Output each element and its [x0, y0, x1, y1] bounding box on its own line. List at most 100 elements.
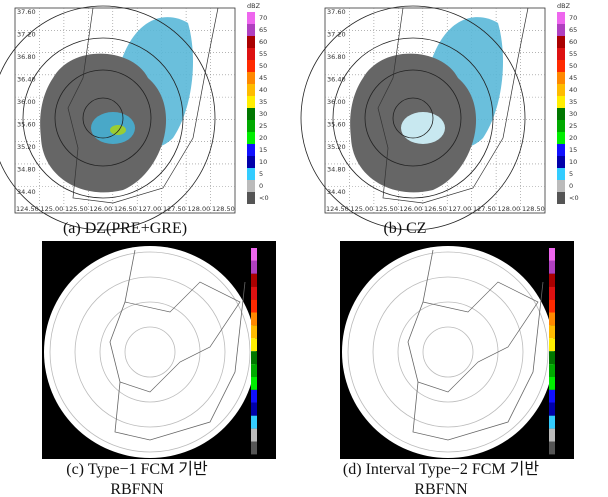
lat-label: 37.20 [17, 31, 36, 39]
colorbar-cell [557, 120, 565, 132]
colorbar-cell [251, 441, 257, 455]
colorbar-cell [557, 84, 565, 96]
range-ring [0, 5, 216, 231]
colorbar-cell [251, 338, 257, 352]
caption: (a) DZ(PRE+GRE) [63, 220, 187, 237]
colorbar-cell [549, 364, 555, 377]
colorbar-cell [557, 156, 565, 168]
lon-label: 126.50 [114, 205, 137, 213]
lat-label: 37.60 [327, 8, 346, 16]
lat-label: 34.80 [17, 166, 36, 174]
colorbar-cell [557, 192, 565, 204]
lon-label: 125.00 [41, 205, 64, 213]
colorbar-cell [557, 96, 565, 108]
lat-label: 34.40 [327, 188, 346, 196]
colorbar-label: 65 [259, 26, 267, 34]
colorbar-cell [557, 48, 565, 60]
colorbar-label: 70 [259, 14, 267, 22]
colorbar-cell [247, 36, 255, 48]
lat-label: 34.40 [17, 188, 36, 196]
colorbar-label: 30 [569, 110, 577, 118]
colorbar-label: 50 [259, 62, 267, 70]
range-ring [22, 37, 184, 199]
colorbar-cell [247, 192, 255, 204]
colorbar-cell [247, 84, 255, 96]
colorbar-cell [549, 428, 555, 442]
colorbar-cell [251, 248, 257, 261]
caption-line2: RBFNN [414, 481, 468, 497]
colorbar-cell [549, 351, 555, 365]
echo-core [401, 112, 445, 144]
province-line [119, 281, 241, 393]
range-ring [124, 326, 176, 378]
colorbar-label: 55 [569, 50, 577, 58]
colorbar-label: 25 [569, 122, 577, 130]
colorbar-cell [557, 12, 565, 24]
colorbar-label: 30 [259, 110, 267, 118]
colorbar-label: 5 [259, 170, 263, 178]
lon-label: 124.50 [326, 205, 349, 213]
colorbar-cell [247, 144, 255, 156]
lat-label: 35.60 [17, 121, 36, 129]
colorbar-cell [247, 72, 255, 84]
colorbar-cell [247, 24, 255, 36]
colorbar-cell [247, 132, 255, 144]
colorbar-cell [549, 441, 555, 455]
colorbar-cell [251, 286, 257, 300]
colorbar-cell [557, 180, 565, 192]
colorbar-cell [557, 132, 565, 144]
colorbar-cell [549, 273, 555, 287]
colorbar-cell [549, 389, 555, 403]
colorbar-cell [251, 351, 257, 365]
colorbar-cell [247, 168, 255, 180]
coastline [67, 7, 219, 204]
colorbar-cell [557, 60, 565, 72]
caption: (b) CZ [383, 220, 426, 237]
caption: (c) Type−1 FCM 기반 [66, 460, 208, 478]
colorbar-cell [549, 286, 555, 300]
colorbar-cell [247, 120, 255, 132]
lon-label: 126.50 [424, 205, 447, 213]
lon-label: 128.50 [212, 205, 235, 213]
range-ring [364, 69, 462, 167]
colorbar-cell [549, 415, 555, 429]
colorbar-label: 60 [259, 38, 267, 46]
range-ring [332, 37, 494, 199]
lon-label: 125.50 [375, 205, 398, 213]
colorbar-label: 5 [569, 170, 573, 178]
lon-label: 127.00 [449, 205, 472, 213]
colorbar-cell [247, 180, 255, 192]
colorbar-cell [557, 144, 565, 156]
lon-label: 127.50 [163, 205, 186, 213]
colorbar-cell [251, 273, 257, 287]
lat-label: 36.40 [17, 76, 36, 84]
colorbar-label: 20 [259, 134, 267, 142]
colorbar-label: 40 [259, 86, 267, 94]
colorbar-cell [247, 96, 255, 108]
range-ring [300, 5, 526, 231]
colorbar-label: 10 [569, 158, 577, 166]
colorbar-label: 65 [569, 26, 577, 34]
coastline [377, 7, 529, 204]
lon-label: 126.00 [400, 205, 423, 213]
lon-label: 127.00 [139, 205, 162, 213]
colorbar-unit: dBZ [557, 2, 571, 10]
range-ring [54, 69, 152, 167]
colorbar-cell [557, 72, 565, 84]
colorbar-label: 60 [569, 38, 577, 46]
coastline [109, 249, 246, 441]
province-line [417, 281, 539, 393]
colorbar-label: 70 [569, 14, 577, 22]
radar-disc [44, 246, 256, 458]
colorbar-label: 35 [259, 98, 267, 106]
lon-label: 125.50 [65, 205, 88, 213]
colorbar-cell [549, 248, 555, 261]
colorbar-cell [549, 402, 555, 416]
colorbar-cell [251, 415, 257, 429]
range-ring [392, 97, 434, 139]
colorbar-cell [247, 108, 255, 120]
lat-label: 35.20 [327, 143, 346, 151]
colorbar-label: 25 [259, 122, 267, 130]
colorbar-label: 15 [569, 146, 577, 154]
